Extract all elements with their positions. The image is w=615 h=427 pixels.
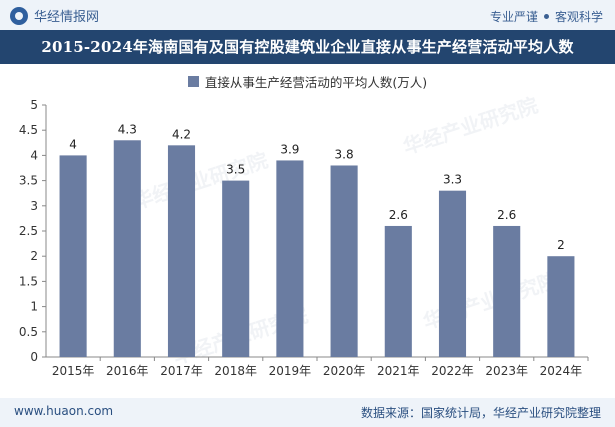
y-tick-label: 0 [30, 350, 38, 364]
y-tick-label: 1.5 [19, 274, 38, 288]
slogan-left: 专业严谨 [489, 10, 538, 24]
top-bar: 华经情报网 专业严谨 客观科学 [0, 0, 615, 30]
brand: 华经情报网 [10, 6, 99, 25]
data-label: 3.8 [335, 147, 354, 161]
brand-logo-icon [10, 6, 28, 25]
y-tick-label: 3 [30, 199, 38, 213]
bar [384, 225, 412, 357]
x-tick-label: 2022年 [431, 364, 474, 378]
title-bar: 2015-2024年海南国有及国有控股建筑业企业直接从事生产经营活动平均人数 [0, 30, 615, 64]
legend-swatch [187, 76, 199, 87]
y-tick-label: 0.5 [19, 325, 38, 339]
chart-title: 2015-2024年海南国有及国有控股建筑业企业直接从事生产经营活动平均人数 [41, 38, 574, 56]
footer: www.huaon.com 数据来源：国家统计局，华经产业研究院整理 [0, 398, 615, 427]
data-label: 4.3 [118, 122, 137, 136]
data-label: 3.9 [280, 142, 299, 156]
bar-chart: 0 0.5 1 1.5 2 2.5 3 3.5 4 4.5 5 4 2015年 4.3 2016年 4.2 20… [19, 98, 589, 378]
brand-name: 华经情报网 [34, 10, 100, 25]
y-tick-label: 2.5 [19, 224, 38, 238]
bar [547, 256, 575, 357]
x-tick-label: 2021年 [377, 364, 420, 378]
bar [59, 155, 87, 357]
data-label: 3.3 [443, 173, 462, 187]
y-tick-label: 3.5 [19, 174, 38, 188]
x-tick-label: 2023年 [485, 364, 528, 378]
x-tick-label: 2017年 [160, 364, 203, 378]
x-tick-label: 2019年 [269, 364, 312, 378]
dot-icon [543, 14, 549, 19]
x-tick-label: 2015年 [52, 364, 95, 378]
data-label: 2.6 [389, 208, 408, 222]
slogan: 专业严谨 客观科学 [490, 8, 603, 25]
bar [438, 190, 467, 357]
slogan-right: 客观科学 [554, 10, 603, 24]
bar [113, 140, 141, 357]
y-tick-label: 4.5 [19, 123, 38, 137]
x-tick-label: 2018年 [214, 364, 257, 378]
bar [330, 165, 358, 357]
y-tick-label: 1 [30, 300, 38, 314]
legend-label: 直接从事生产经营活动的平均人数(万人) [204, 75, 428, 90]
y-tick-label: 4 [30, 148, 38, 162]
bar [493, 225, 521, 357]
footer-website[interactable]: www.huaon.com [14, 404, 114, 418]
y-tick-label: 2 [30, 249, 38, 263]
data-label: 4.2 [172, 127, 191, 141]
x-tick-label: 2020年 [323, 364, 366, 378]
data-label: 3.5 [226, 163, 245, 177]
data-label: 2.6 [497, 208, 516, 222]
legend: 直接从事生产经营活动的平均人数(万人) [0, 72, 615, 91]
data-label: 4 [69, 137, 77, 151]
bar [276, 160, 304, 357]
x-tick-label: 2016年 [106, 364, 149, 378]
bar [167, 145, 196, 357]
x-tick-label: 2024年 [540, 364, 583, 378]
data-label: 2 [557, 238, 565, 252]
bar [222, 180, 250, 357]
footer-source: 数据来源：国家统计局，华经产业研究院整理 [360, 406, 601, 420]
y-tick-label: 5 [30, 98, 38, 112]
